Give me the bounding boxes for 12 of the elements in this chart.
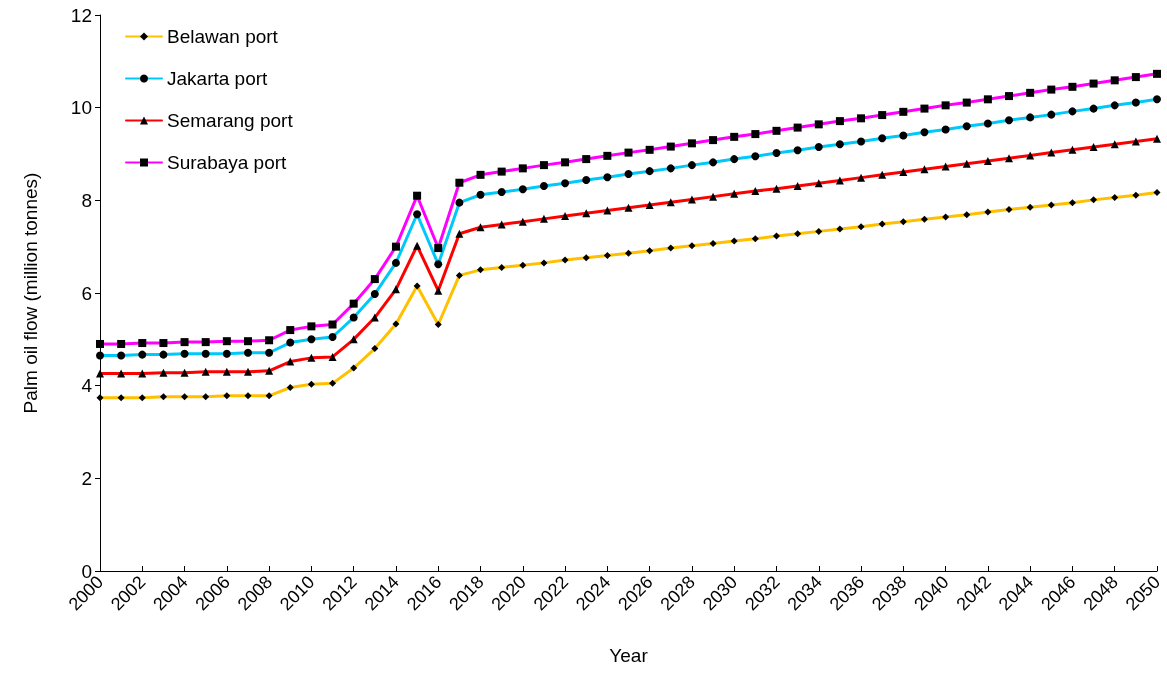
y-tick-label: 8: [81, 189, 92, 211]
x-axis-title: Year: [609, 645, 649, 666]
y-tick-label: 12: [70, 4, 92, 26]
legend-label: Jakarta port: [167, 68, 269, 89]
y-axis-title: Palm oil flow (million tonnes): [20, 172, 41, 414]
legend-label: Surabaya port: [167, 152, 288, 173]
y-tick-label: 10: [70, 97, 92, 119]
y-tick-label: 2: [81, 467, 92, 489]
legend-label: Belawan port: [167, 26, 279, 47]
y-tick-label: 6: [81, 282, 92, 304]
y-tick-label: 4: [81, 375, 93, 397]
legend-label: Semarang port: [167, 110, 294, 131]
